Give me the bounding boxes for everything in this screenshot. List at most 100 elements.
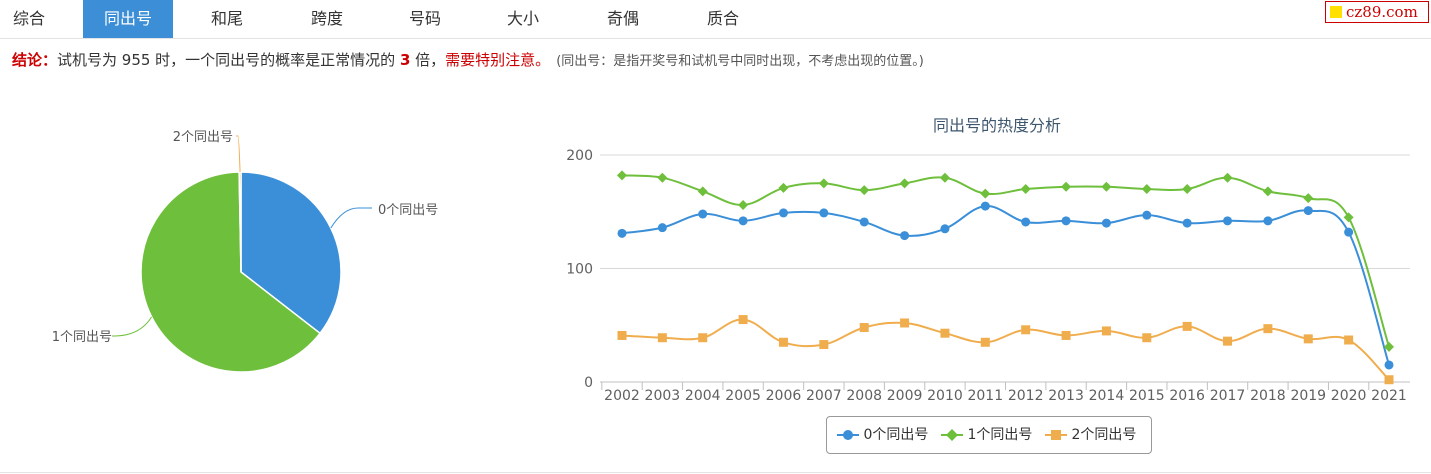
pie-label-0: 0个同出号 <box>378 203 438 218</box>
point-s2-8 <box>940 328 950 338</box>
pie-slice-0 <box>240 171 342 335</box>
x-tick-label: 2010 <box>927 388 963 404</box>
series-line-2 <box>621 318 1390 381</box>
tab-odd-even[interactable]: 奇偶 <box>606 9 639 28</box>
legend-item-2[interactable]: 2个同出号 <box>1045 417 1136 453</box>
x-tick-label: 2004 <box>685 388 721 404</box>
x-tick-label: 2014 <box>1089 388 1125 404</box>
point-s1-19 <box>1384 341 1394 352</box>
x-tick-label: 2016 <box>1169 388 1205 404</box>
conclusion-multiple: 3 <box>399 51 411 69</box>
point-s1-10 <box>1020 184 1031 195</box>
point-s1-12 <box>1101 181 1112 192</box>
point-s1-6 <box>859 185 870 196</box>
point-s2-4 <box>778 337 788 347</box>
legend-item-0[interactable]: 0个同出号 <box>837 417 928 453</box>
point-s2-13 <box>1142 333 1152 343</box>
point-s1-18 <box>1343 212 1354 223</box>
tab-span[interactable]: 跨度 <box>310 9 343 28</box>
point-s2-2 <box>698 333 708 343</box>
x-tick-label: 2002 <box>604 388 640 404</box>
legend-circle-icon <box>837 430 859 440</box>
point-s2-1 <box>657 333 667 343</box>
logo-square-icon <box>1330 6 1342 18</box>
tab-overview[interactable]: 综合 <box>12 9 45 28</box>
point-s0-4 <box>778 208 788 218</box>
tab-same-numbers[interactable]: 同出号 <box>83 0 173 38</box>
point-s2-17 <box>1303 334 1313 344</box>
conclusion-warning: 需要特别注意。 <box>445 51 551 69</box>
point-s0-12 <box>1101 218 1111 228</box>
point-s2-19 <box>1384 375 1394 385</box>
point-s0-11 <box>1061 216 1071 226</box>
point-s1-7 <box>899 178 910 189</box>
x-tick-label: 2021 <box>1371 388 1407 404</box>
point-s2-6 <box>859 323 869 333</box>
point-s2-15 <box>1223 336 1233 346</box>
pie-slice-1 <box>140 171 322 373</box>
x-tick-label: 2006 <box>766 388 802 404</box>
point-s0-10 <box>1021 217 1031 227</box>
y-tick-label: 100 <box>566 262 593 278</box>
x-tick-label: 2009 <box>887 388 923 404</box>
point-s2-9 <box>980 337 990 347</box>
tab-prime-composite[interactable]: 质合 <box>706 9 739 28</box>
conclusion-note: (同出号：是指开奖号和试机号中同时出现，不考虑出现的位置。) <box>556 54 924 69</box>
logo-text: cz89.com <box>1346 3 1418 21</box>
x-tick-label: 2020 <box>1331 388 1367 404</box>
point-s1-2 <box>697 186 708 197</box>
point-s2-12 <box>1101 326 1111 336</box>
conclusion-label: 结论： <box>12 51 58 69</box>
point-s0-3 <box>738 216 748 226</box>
point-s0-15 <box>1223 216 1233 226</box>
site-logo[interactable]: cz89.com <box>1325 1 1429 23</box>
legend-label-2: 2个同出号 <box>1071 427 1137 443</box>
legend-item-1[interactable]: 1个同出号 <box>941 417 1032 453</box>
legend-label-1: 1个同出号 <box>967 427 1033 443</box>
point-s1-0 <box>617 170 627 181</box>
point-s0-13 <box>1142 210 1152 220</box>
point-s2-5 <box>819 340 829 350</box>
point-s0-16 <box>1263 216 1273 226</box>
legend-label-0: 0个同出号 <box>863 427 929 443</box>
point-s2-7 <box>900 318 910 328</box>
x-tick-label: 2018 <box>1250 388 1286 404</box>
legend-square-icon <box>1045 430 1067 440</box>
pie-label-1: 1个同出号 <box>52 330 112 345</box>
series-line-0 <box>621 205 1390 366</box>
chart-title: 同出号的热度分析 <box>933 116 1061 135</box>
point-s0-7 <box>900 231 910 241</box>
conclusion-line: 结论：试机号为 955 时，一个同出号的概率是正常情况的 3 倍，需要特别注意。… <box>12 49 924 73</box>
point-s2-11 <box>1061 330 1071 340</box>
point-s1-15 <box>1222 172 1233 183</box>
tab-size[interactable]: 大小 <box>506 9 539 28</box>
pie-leader-2 <box>236 135 241 173</box>
point-s2-10 <box>1021 325 1031 335</box>
pie-slice-2 <box>238 171 242 273</box>
x-tick-label: 2013 <box>1048 388 1084 404</box>
x-tick-label: 2017 <box>1210 388 1246 404</box>
point-s1-9 <box>980 188 991 199</box>
point-s2-16 <box>1263 324 1273 334</box>
point-s1-13 <box>1141 184 1152 195</box>
point-s0-8 <box>940 224 950 234</box>
conclusion-text-2: 倍， <box>410 51 446 69</box>
x-tick-label: 2011 <box>967 388 1003 404</box>
point-s1-5 <box>818 178 829 189</box>
x-tick-label: 2003 <box>645 388 681 404</box>
x-tick-label: 2007 <box>806 388 842 404</box>
point-s0-9 <box>980 201 990 211</box>
tab-sum-tail[interactable]: 和尾 <box>210 9 243 28</box>
tab-bar: 综合 同出号 和尾 跨度 号码 大小 奇偶 质合 cz89.com <box>0 0 1431 39</box>
point-s0-14 <box>1182 218 1192 228</box>
point-s1-4 <box>778 182 789 193</box>
point-s2-18 <box>1344 335 1354 345</box>
y-tick-label: 0 <box>584 375 593 391</box>
point-s0-6 <box>859 217 869 227</box>
point-s1-8 <box>939 172 950 183</box>
point-s1-16 <box>1262 186 1273 197</box>
tab-numbers[interactable]: 号码 <box>408 9 441 28</box>
pie-leader-0 <box>330 207 372 229</box>
pie-chart: 0个同出号 1个同出号 2个同出号 <box>52 130 438 373</box>
